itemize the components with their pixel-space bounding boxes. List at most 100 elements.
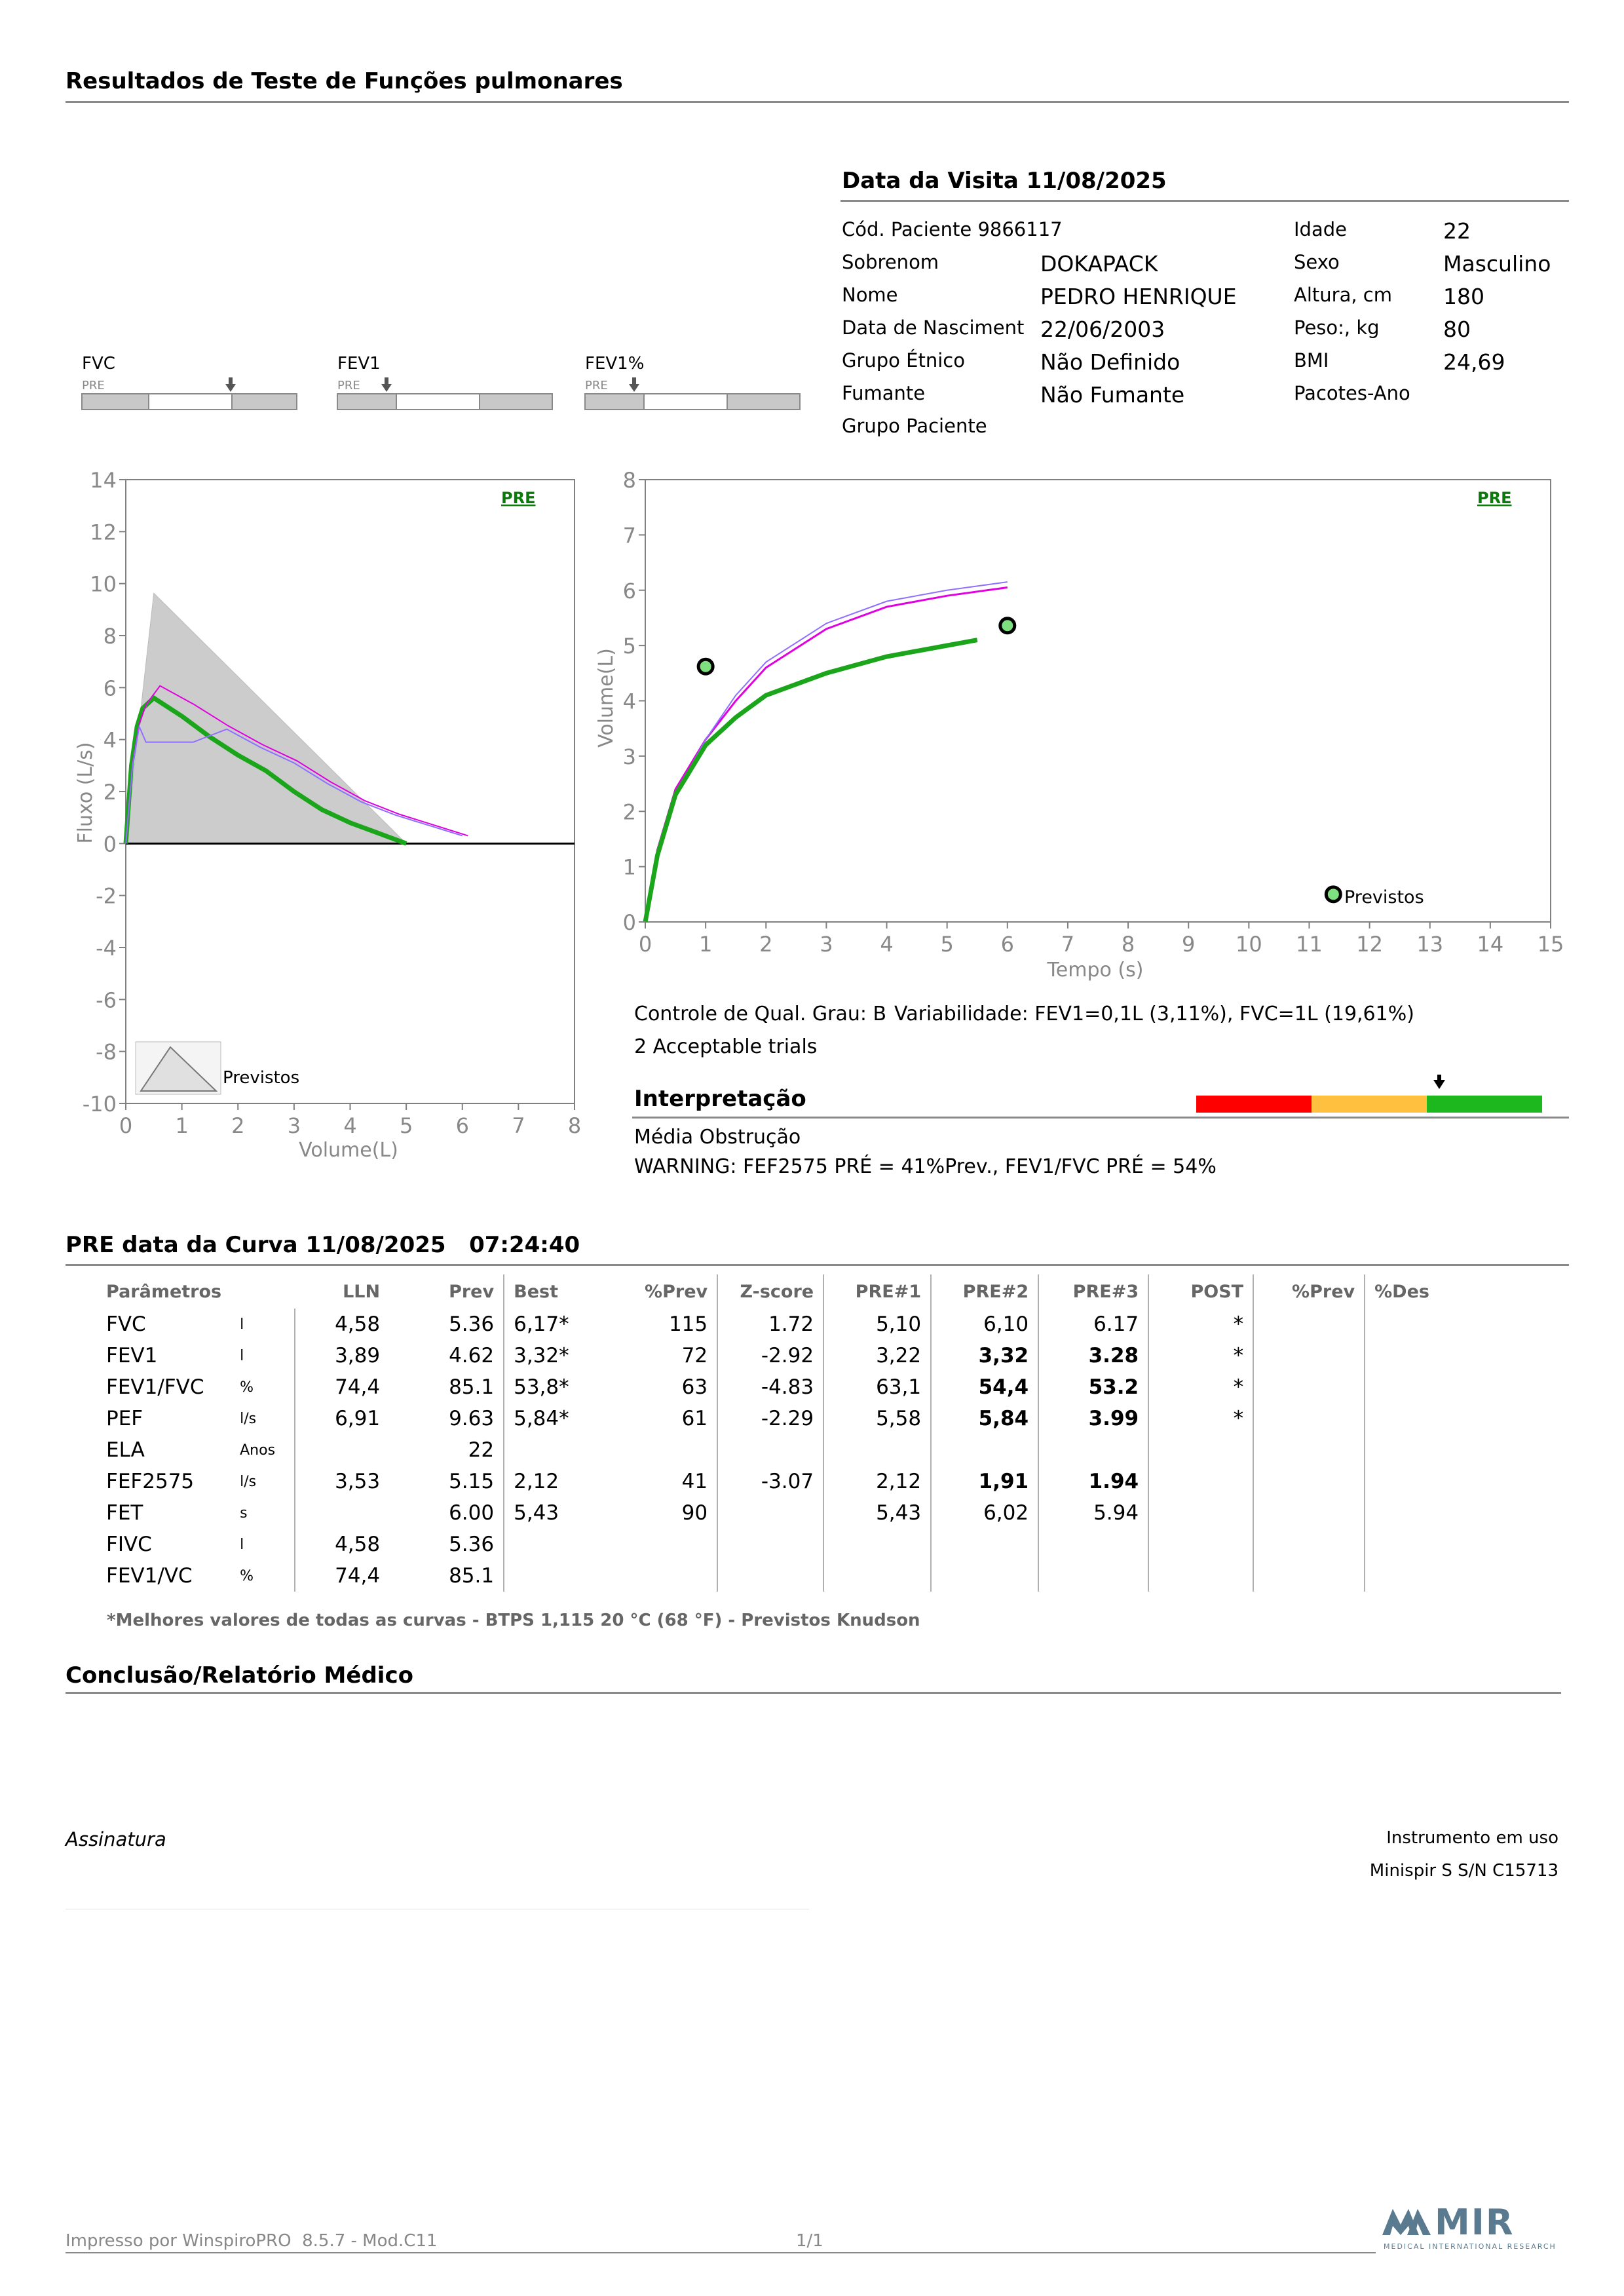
table-cell: 5,43 xyxy=(823,1497,932,1529)
time-x-tick-label: 4 xyxy=(880,932,893,957)
bmi-value: 24,69 xyxy=(1443,349,1505,375)
table-cell xyxy=(608,1560,717,1592)
table-cell xyxy=(1253,1466,1365,1497)
table-cell xyxy=(1364,1371,1463,1403)
table-cell: 6,91 xyxy=(294,1403,390,1434)
height-value: 180 xyxy=(1443,284,1484,309)
table-cell: 1.72 xyxy=(717,1309,824,1340)
table-cell: 72 xyxy=(681,1344,708,1368)
table-cell: 9.63 xyxy=(449,1407,495,1430)
table-cell xyxy=(1253,1340,1365,1371)
table-cell: 5,84* xyxy=(503,1403,609,1434)
flow-y-tick-label: -4 xyxy=(96,936,117,961)
flow-legend-label: Previstos xyxy=(223,1068,299,1088)
table-cell: 2,12 xyxy=(823,1466,932,1497)
table-cell: PEF xyxy=(106,1407,143,1430)
table-row: PEF l/s 6,91 9.63 5,84* 61 -2.29 5,58 5,84 3.99 * xyxy=(66,1403,1463,1434)
table-cell: 22 xyxy=(468,1438,495,1462)
table-cell: FET xyxy=(106,1501,143,1525)
table-row: FEV1 l 3,89 4.62 3,32* 72 -2.92 3,22 3,32 3.28 * xyxy=(66,1340,1463,1371)
table-cell: FVC xyxy=(106,1312,146,1336)
col-header-zscore: Z-score xyxy=(717,1274,824,1309)
table-cell xyxy=(1253,1497,1365,1529)
table-cell: % xyxy=(240,1567,254,1584)
table-cell: * xyxy=(1148,1371,1254,1403)
table-cell xyxy=(294,1497,390,1529)
table-cell xyxy=(823,1529,932,1560)
time-x-tick-label: 6 xyxy=(1001,932,1014,957)
flow-y-tick-label: -10 xyxy=(83,1092,117,1117)
col-header-pre2: PRE#2 xyxy=(930,1274,1039,1309)
col-header-pctdes: %Des xyxy=(1364,1274,1463,1309)
table-cell: l xyxy=(240,1347,244,1364)
visit-divider xyxy=(840,200,1569,202)
flow-y-tick-label: 12 xyxy=(90,520,117,545)
table-cell: * xyxy=(1148,1309,1254,1340)
table-cell: 5,10 xyxy=(823,1309,932,1340)
table-cell: 6,10 xyxy=(930,1309,1039,1340)
table-cell: 3.99 xyxy=(1038,1403,1149,1434)
table-cell xyxy=(1038,1529,1149,1560)
flow-pre-curve xyxy=(123,695,407,846)
time-x-tick-label: 15 xyxy=(1538,932,1564,957)
table-cell: 5.36 xyxy=(449,1312,495,1336)
table-cell: 3,22 xyxy=(823,1340,932,1371)
time-x-tick-label: 2 xyxy=(759,932,772,957)
quality-trials: 2 Acceptable trials xyxy=(634,1035,818,1058)
table-cell xyxy=(1148,1434,1254,1466)
fev1pct-indicator-arrow-icon xyxy=(629,377,639,392)
mir-logo-subtitle: MEDICAL INTERNATIONAL RESEARCH xyxy=(1384,2242,1557,2251)
table-cell: s xyxy=(240,1504,248,1521)
col-header-post: POST xyxy=(1148,1274,1254,1309)
table-cell: 6,17* xyxy=(503,1309,609,1340)
interpretation-line1: Média Obstrução xyxy=(634,1126,801,1149)
curve-divider xyxy=(66,1264,1569,1266)
table-cell: -3.07 xyxy=(717,1466,824,1497)
flow-x-tick-label: 3 xyxy=(288,1113,301,1138)
table-row: FEF2575 l/s 3,53 5.15 2,12 41 -3.07 2,12 1,91 1.9… xyxy=(66,1466,1463,1497)
col-header-pctprev: %Prev xyxy=(645,1281,708,1302)
fvc-indicator-label: FVC xyxy=(82,354,115,373)
time-x-ticks: 0 1 2 3 4 5 6 7 8 9 10 11 12 13 14 15 xyxy=(639,922,1564,957)
table-cell xyxy=(1364,1560,1463,1592)
table-cell: l xyxy=(240,1536,244,1553)
table-cell: FEV1 xyxy=(106,1344,158,1368)
flow-y-tick-label: -6 xyxy=(96,987,117,1012)
time-x-tick-label: 7 xyxy=(1061,932,1074,957)
time-y-ticks: 8 7 6 5 4 3 2 1 0 xyxy=(623,468,645,935)
fev1-indicator-label: FEV1 xyxy=(337,354,381,373)
table-cell: 85.1 xyxy=(449,1375,495,1399)
severity-marker-arrow-icon xyxy=(1433,1080,1445,1089)
time-predicted-points xyxy=(696,617,1342,904)
flow-y-ticks: 14 12 10 8 6 4 2 0 -2 -4 -6 -8 -10 xyxy=(83,468,126,1117)
footer-printed: Impresso por WinspiroPRO 8.5.7 - Mod.C11 xyxy=(66,2231,438,2251)
fvc-indicator-normal-range xyxy=(148,394,233,409)
table-cell xyxy=(608,1529,717,1560)
table-cell xyxy=(930,1434,1039,1466)
fvc-indicator-arrow-icon xyxy=(225,377,236,392)
table-cell: l/s xyxy=(240,1473,257,1490)
table-cell xyxy=(294,1434,390,1466)
time-x-axis-label: Tempo (s) xyxy=(1047,959,1144,982)
time-legend-label: Previstos xyxy=(1344,887,1424,908)
table-cell: 63,1 xyxy=(823,1371,932,1403)
birthdate-label: Data de Nasciment xyxy=(842,316,1025,339)
severity-scale-orange xyxy=(1312,1096,1427,1113)
time-x-tick-label: 9 xyxy=(1182,932,1195,957)
time-y-tick-label: 7 xyxy=(623,523,636,548)
table-cell xyxy=(930,1529,1039,1560)
height-label: Altura, cm xyxy=(1294,284,1392,306)
mir-logo-icon xyxy=(1382,2209,1431,2235)
flow-x-axis-label: Volume(L) xyxy=(299,1139,398,1162)
flow-y-tick-label: 0 xyxy=(104,832,117,856)
table-cell xyxy=(503,1529,609,1560)
table-cell: % xyxy=(240,1379,254,1396)
time-x-tick-label: 3 xyxy=(820,932,833,957)
table-cell xyxy=(1253,1309,1365,1340)
table-cell: -4.83 xyxy=(717,1371,824,1403)
table-footnote: *Melhores valores de todas as curvas - B… xyxy=(107,1611,920,1630)
sex-label: Sexo xyxy=(1294,251,1340,273)
time-chart-tag: PRE xyxy=(1477,489,1511,507)
time-y-tick-label: 1 xyxy=(623,855,636,880)
visit-title: Data da Visita 11/08/2025 xyxy=(842,168,1167,194)
